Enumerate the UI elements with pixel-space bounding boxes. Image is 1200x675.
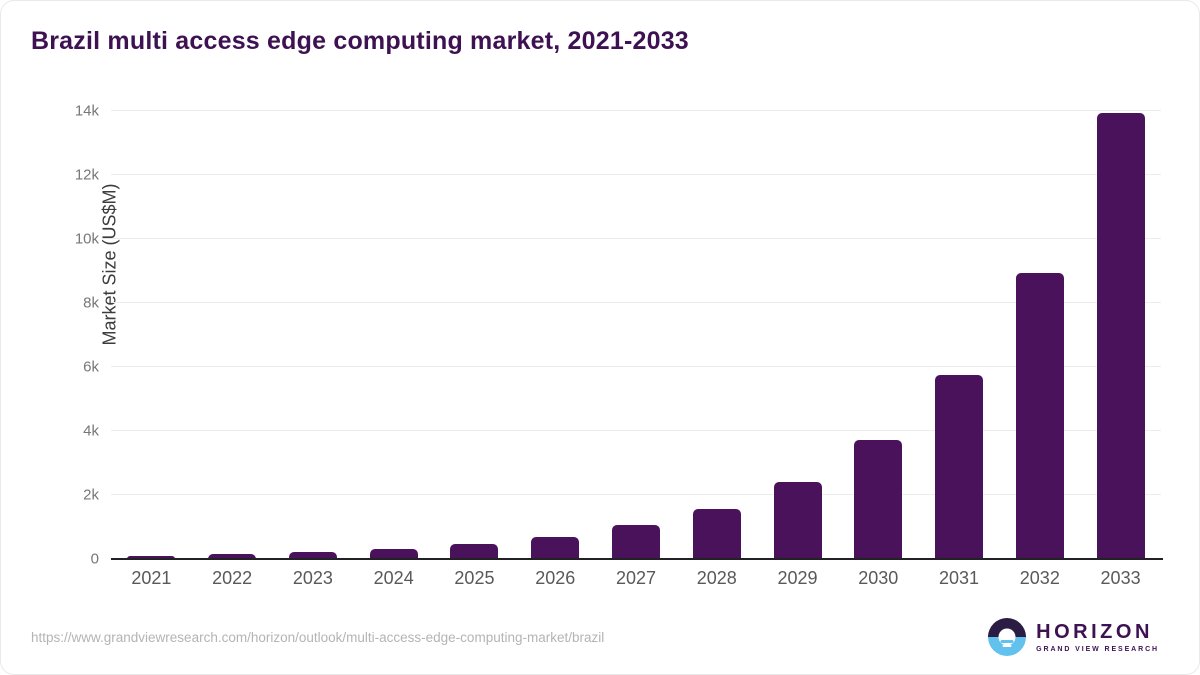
bar-2029[interactable] (773, 481, 822, 559)
y-tick-label: 14k (74, 102, 99, 120)
y-tick-label: 4k (83, 422, 99, 440)
bar-2023[interactable] (288, 551, 337, 559)
bar-2031[interactable] (935, 375, 984, 559)
x-axis-labels: 2021 2022 2023 2024 2025 2026 2027 2028 2029 2030… (111, 568, 1161, 589)
bar-slot (273, 111, 354, 559)
x-tick-label: 2021 (131, 568, 172, 588)
horizon-logo: HORIZON GRAND VIEW RESEARCH (988, 618, 1159, 656)
x-tick-label: 2030 (858, 568, 899, 588)
bar-slot (919, 111, 1000, 559)
y-tick-label: 10k (74, 230, 99, 248)
bar-slot (192, 111, 273, 559)
gridline (111, 302, 1161, 303)
bar-slot (838, 111, 919, 559)
bar-slot (111, 111, 192, 559)
y-tick-label: 0 (90, 550, 99, 568)
gridline (111, 174, 1161, 175)
bar-2025[interactable] (450, 544, 499, 559)
x-tick-label: 2024 (373, 568, 414, 588)
x-tick-label: 2023 (292, 568, 333, 588)
bar-slot (676, 111, 757, 559)
source-url: https://www.grandviewresearch.com/horizo… (31, 630, 605, 645)
bar-2032[interactable] (1015, 272, 1064, 559)
bar-2028[interactable] (692, 508, 741, 559)
logo-name: HORIZON (1036, 620, 1153, 643)
bar-2026[interactable] (531, 536, 580, 559)
y-tick-label: 6k (83, 358, 99, 376)
bar-slot (999, 111, 1080, 559)
bar-slot (596, 111, 677, 559)
x-tick-label: 2028 (696, 568, 737, 588)
wave-shape (1000, 640, 1014, 643)
y-axis-ticks: 0 2k 4k 6k 8k 10k 12k 14k (1, 103, 99, 568)
y-tick-label: 12k (74, 166, 99, 184)
bar-2033[interactable] (1096, 113, 1145, 559)
x-tick-label: 2031 (939, 568, 980, 588)
plot-area (111, 110, 1161, 559)
gridline (111, 238, 1161, 239)
logo-subtitle: GRAND VIEW RESEARCH (1036, 645, 1159, 653)
gridline (111, 110, 1161, 111)
bar-slot (1080, 111, 1161, 559)
chart-title: Brazil multi access edge computing marke… (31, 27, 689, 55)
bar-slot (757, 111, 838, 559)
horizon-sunset-icon (988, 618, 1027, 656)
bar-slot (515, 111, 596, 559)
gridline (111, 494, 1161, 495)
gridline (111, 430, 1161, 431)
bar-slot (434, 111, 515, 559)
bar-2022[interactable] (208, 554, 257, 559)
x-tick-label: 2022 (212, 568, 253, 588)
bar-2030[interactable] (854, 440, 903, 559)
y-tick-label: 2k (83, 486, 99, 504)
x-tick-label: 2026 (535, 568, 576, 588)
y-tick-label: 8k (83, 294, 99, 312)
bar-2024[interactable] (369, 549, 418, 559)
sun-shape (998, 628, 1016, 646)
logo-text: HORIZON GRAND VIEW RESEARCH (1036, 622, 1159, 653)
bar-2027[interactable] (611, 525, 660, 559)
wave-shape (1002, 644, 1012, 648)
bar-2021[interactable] (127, 556, 176, 559)
x-tick-label: 2032 (1019, 568, 1060, 588)
bar-series (111, 111, 1161, 559)
x-axis-line (111, 558, 1163, 560)
bar-slot (353, 111, 434, 559)
x-tick-label: 2025 (454, 568, 495, 588)
x-tick-label: 2027 (615, 568, 656, 588)
gridline (111, 366, 1161, 367)
x-tick-label: 2033 (1100, 568, 1141, 588)
x-tick-label: 2029 (777, 568, 818, 588)
